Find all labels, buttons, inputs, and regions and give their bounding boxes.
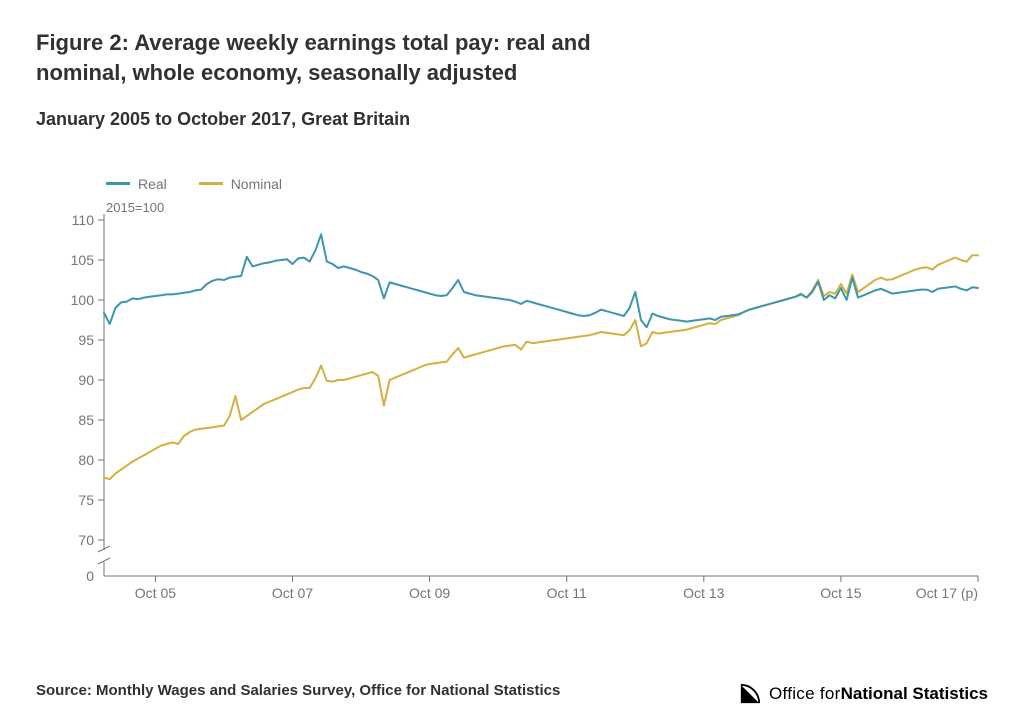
figure-title: Figure 2: Average weekly earnings total … (36, 28, 656, 87)
svg-text:100: 100 (71, 292, 95, 308)
svg-text:75: 75 (78, 492, 94, 508)
chart-legend: Real Nominal (106, 172, 310, 192)
legend-swatch-real (106, 182, 130, 185)
svg-text:85: 85 (78, 412, 94, 428)
source-line: Source: Monthly Wages and Salaries Surve… (36, 682, 560, 699)
svg-text:80: 80 (78, 452, 94, 468)
svg-text:90: 90 (78, 372, 94, 388)
ons-logo-prefix: Office for (769, 684, 841, 704)
svg-text:0: 0 (86, 568, 94, 584)
svg-text:Oct 05: Oct 05 (135, 585, 176, 601)
svg-text:Oct 13: Oct 13 (683, 585, 724, 601)
chart-area: 70 75 80 85 90 95 100 105 110 0 Oct 05 Oct 07 Oct 09… (36, 190, 988, 620)
svg-text:70: 70 (78, 532, 94, 548)
svg-text:Oct 09: Oct 09 (409, 585, 450, 601)
svg-text:Oct 07: Oct 07 (272, 585, 313, 601)
ons-logo-bold: National Statistics (841, 684, 988, 704)
svg-text:105: 105 (71, 252, 95, 268)
ons-logo: Office for National Statistics (739, 683, 988, 705)
line-chart: 70 75 80 85 90 95 100 105 110 0 Oct 05 Oct 07 Oct 09… (36, 190, 988, 620)
ons-logo-icon (739, 683, 761, 705)
legend-swatch-nominal (199, 182, 223, 185)
svg-text:110: 110 (72, 212, 95, 228)
figure-subtitle: January 2005 to October 2017, Great Brit… (36, 109, 988, 130)
svg-text:95: 95 (78, 332, 94, 348)
svg-text:Oct 15: Oct 15 (820, 585, 861, 601)
svg-text:Oct 11: Oct 11 (547, 585, 587, 601)
figure-container: Figure 2: Average weekly earnings total … (0, 0, 1024, 725)
svg-text:Oct 17 (p): Oct 17 (p) (916, 585, 978, 601)
